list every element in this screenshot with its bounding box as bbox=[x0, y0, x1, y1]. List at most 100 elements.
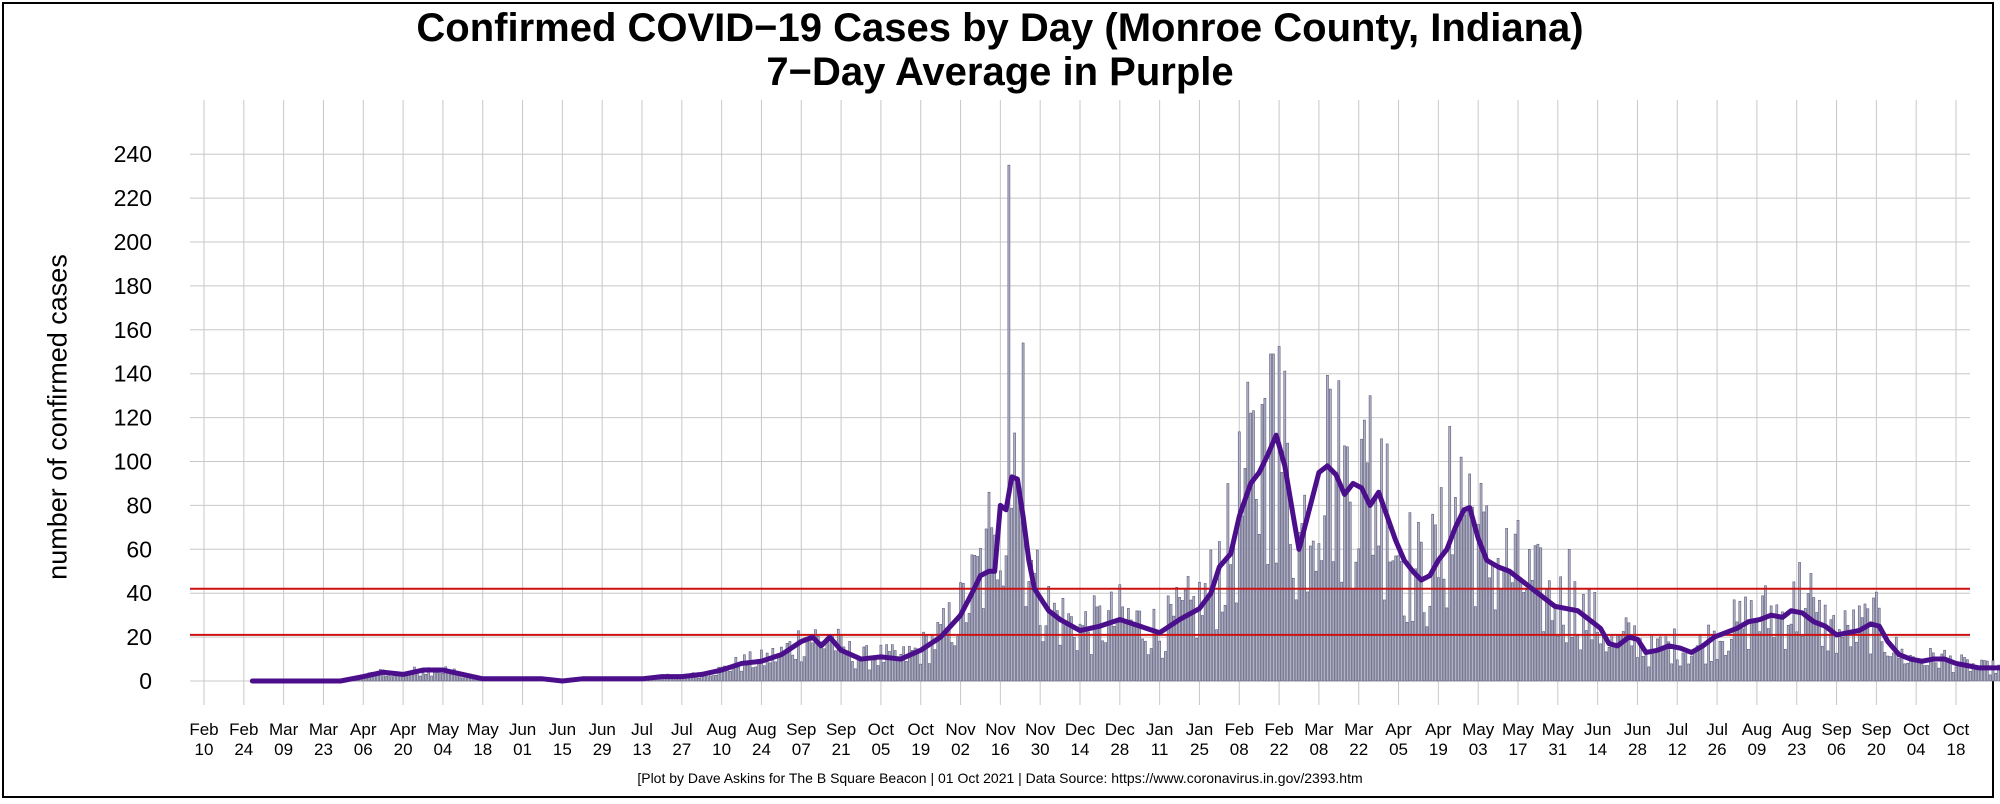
daily-bar bbox=[1547, 580, 1551, 682]
daily-bar bbox=[1883, 652, 1887, 682]
daily-bar bbox=[1758, 631, 1762, 682]
daily-bar bbox=[939, 624, 942, 682]
daily-bar bbox=[1570, 636, 1574, 682]
daily-bar bbox=[1869, 653, 1873, 682]
daily-bar bbox=[1323, 515, 1326, 682]
daily-bar bbox=[1698, 635, 1702, 682]
y-axis-ticks: 0 20 40 60 80 100 120 140 160 180 200 220 240 bbox=[114, 141, 152, 694]
daily-bar bbox=[1331, 561, 1335, 682]
daily-bar bbox=[1971, 663, 1975, 682]
x-tick-label: Feb 22 bbox=[1264, 720, 1293, 759]
daily-bar bbox=[1220, 611, 1224, 682]
daily-bar bbox=[1340, 581, 1343, 682]
daily-bar bbox=[1166, 595, 1170, 682]
daily-bar bbox=[842, 646, 846, 682]
daily-bar bbox=[1656, 638, 1659, 682]
daily-bar bbox=[1966, 659, 1969, 682]
daily-bar bbox=[1604, 651, 1608, 682]
daily-bar bbox=[1732, 599, 1736, 682]
y-tick-label: 180 bbox=[114, 273, 152, 299]
daily-bar bbox=[1718, 640, 1722, 682]
daily-bar bbox=[1408, 512, 1412, 682]
daily-bar bbox=[1553, 606, 1557, 682]
daily-bar bbox=[1055, 610, 1059, 682]
daily-bar bbox=[848, 641, 851, 682]
daily-bar bbox=[714, 674, 718, 682]
seven-day-average-line bbox=[249, 432, 2000, 684]
daily-bar bbox=[1795, 631, 1799, 682]
daily-bar bbox=[1991, 660, 1995, 682]
daily-bar bbox=[834, 650, 837, 682]
daily-bar bbox=[1829, 619, 1833, 682]
daily-bar bbox=[1582, 594, 1585, 682]
x-tick-label: Jul 27 bbox=[671, 720, 693, 759]
daily-bar bbox=[706, 676, 709, 682]
daily-bar bbox=[1764, 585, 1767, 682]
daily-bar bbox=[697, 677, 701, 682]
daily-bar bbox=[1650, 634, 1654, 682]
daily-bar bbox=[1297, 531, 1301, 682]
daily-bar bbox=[1070, 616, 1073, 682]
daily-bar bbox=[1530, 580, 1534, 682]
daily-bar bbox=[993, 534, 997, 682]
daily-bar bbox=[1368, 395, 1372, 682]
daily-bar bbox=[1917, 661, 1921, 682]
daily-bar bbox=[853, 668, 857, 682]
daily-bar bbox=[1826, 650, 1830, 682]
daily-bar bbox=[1948, 655, 1952, 682]
daily-bar bbox=[774, 661, 778, 682]
x-tick-label: Dec 28 bbox=[1105, 720, 1136, 759]
daily-bar bbox=[868, 669, 871, 682]
x-tick-label: Mar 23 bbox=[309, 720, 339, 759]
x-tick-label: Jun 29 bbox=[588, 720, 615, 759]
daily-bar bbox=[1940, 653, 1944, 682]
daily-bar bbox=[1567, 548, 1571, 682]
daily-bar bbox=[1431, 513, 1435, 682]
daily-bar bbox=[745, 665, 749, 682]
daily-bar bbox=[811, 642, 814, 682]
daily-bar bbox=[1397, 555, 1400, 682]
x-tick-label: Mar 22 bbox=[1344, 720, 1374, 759]
daily-bar bbox=[1260, 404, 1264, 682]
chart-subtitle: 7−Day Average in Purple bbox=[766, 50, 1234, 94]
daily-bar bbox=[1784, 649, 1787, 682]
daily-bar bbox=[882, 661, 886, 682]
daily-bar bbox=[1007, 164, 1011, 682]
daily-bar bbox=[1562, 624, 1565, 682]
daily-bar bbox=[1900, 648, 1904, 682]
daily-bar bbox=[1104, 642, 1107, 682]
daily-bar bbox=[791, 654, 795, 682]
daily-bar bbox=[1155, 630, 1159, 682]
daily-bar bbox=[1690, 655, 1693, 682]
daily-bar bbox=[959, 582, 962, 682]
daily-bar bbox=[720, 666, 723, 682]
x-tick-label: Dec 14 bbox=[1065, 720, 1096, 759]
daily-bar bbox=[1459, 456, 1463, 682]
daily-bar bbox=[1806, 593, 1810, 682]
daily-bar bbox=[828, 639, 832, 682]
daily-bar bbox=[1223, 605, 1227, 682]
daily-bar bbox=[1627, 622, 1631, 682]
daily-bar bbox=[919, 663, 923, 682]
daily-bar bbox=[822, 648, 826, 682]
daily-bar bbox=[1380, 438, 1383, 682]
daily-bar bbox=[1249, 412, 1252, 682]
daily-bar bbox=[1101, 640, 1105, 682]
daily-bar bbox=[1636, 657, 1639, 682]
daily-bar bbox=[771, 647, 775, 682]
daily-bar bbox=[1846, 624, 1850, 682]
x-tick-label: Oct 05 bbox=[868, 720, 895, 759]
daily-bar bbox=[1920, 662, 1924, 682]
x-tick-label: Feb 10 bbox=[189, 720, 218, 759]
daily-bar bbox=[825, 641, 829, 682]
daily-bar bbox=[1755, 622, 1759, 682]
x-tick-label: Aug 24 bbox=[746, 720, 776, 759]
daily-bar bbox=[1843, 610, 1847, 682]
daily-bar bbox=[1479, 482, 1483, 682]
daily-bar bbox=[1018, 493, 1022, 682]
daily-bar bbox=[1474, 606, 1477, 682]
daily-bar bbox=[1735, 621, 1739, 682]
daily-bar bbox=[936, 622, 940, 682]
x-tick-label: Jul 12 bbox=[1666, 720, 1688, 759]
